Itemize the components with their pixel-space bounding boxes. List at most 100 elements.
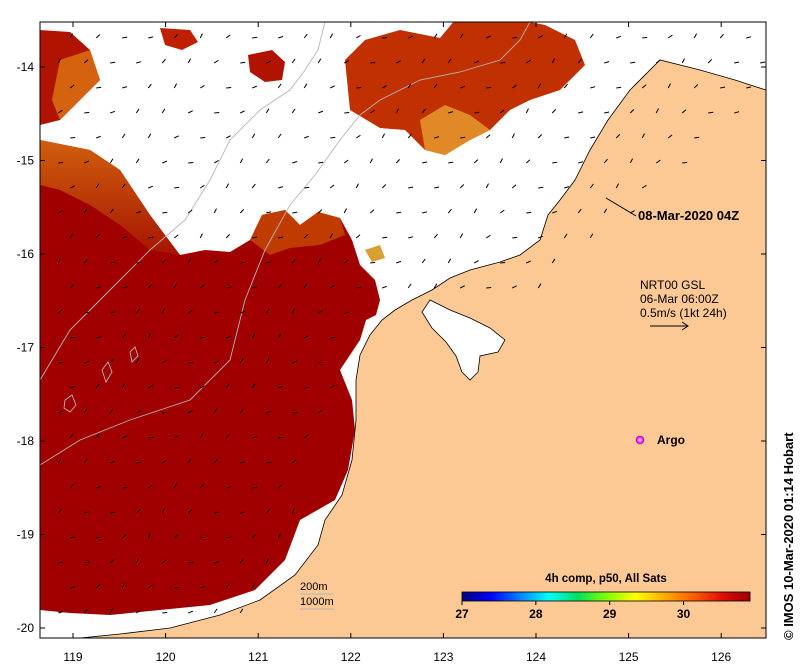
current-vector [200,586,206,589]
current-vector [511,184,517,189]
current-vector [57,58,61,64]
current-vector [552,161,558,164]
current-vector [174,387,180,389]
current-vector [369,109,375,114]
current-vector [200,336,206,339]
lon-tick-label: 122 [341,650,361,664]
current-vector [122,86,128,89]
current-vector [589,33,594,39]
colorbar-ticks: 27 28 29 30 [455,601,691,621]
current-vector [95,233,100,239]
current-vector [83,258,88,264]
current-vector [551,58,556,64]
current-vector [629,158,634,164]
current-vector [693,84,699,89]
current-vector [590,136,596,139]
current-vector [161,58,166,64]
colorbar-tick-label: 27 [455,607,469,621]
current-vector [251,333,256,339]
current-vector [317,58,322,64]
current-vector [526,211,532,214]
current-vector [421,58,426,64]
current-vector [616,86,622,89]
current-vector [266,211,272,214]
current-vector [58,611,64,614]
current-vector [57,109,63,114]
current-vector [551,109,557,114]
colorbar-tick-label: 28 [529,607,543,621]
current-vector [317,258,322,264]
current-vector [188,610,194,614]
current-vector [213,59,219,64]
current-vector [344,112,350,114]
current-vector [407,283,412,289]
current-vector [525,159,531,164]
current-vector [433,83,438,89]
current-vector [395,108,400,114]
current-vector [121,133,126,139]
current-vector [538,35,543,39]
current-vector [303,33,308,39]
current-vector [174,586,180,589]
current-vector [84,111,90,114]
current-vector [161,559,167,564]
current-vector [422,161,428,164]
current-vector [214,311,220,314]
lat-tick-label: -16 [17,247,35,261]
current-vector [343,208,347,214]
current-vector [251,583,256,589]
current-vector [83,208,88,214]
current-vector [486,287,492,289]
current-vector [317,409,323,414]
current-vector [252,286,258,289]
current-vector [187,258,191,264]
current-vector [122,486,128,489]
current-vector [369,209,375,214]
current-vector [329,33,334,39]
current-vector [225,34,231,39]
lat-tick-label: -14 [17,60,35,74]
current-vector [83,408,88,414]
current-vector [122,36,128,39]
current-vector [369,158,373,164]
current-vector [57,309,63,314]
current-vector [604,111,610,114]
current-vector [641,184,647,189]
current-vector [161,308,166,314]
argo-label: Argo [657,433,685,447]
current-vector [563,83,568,89]
current-vector [239,608,244,614]
current-vector [499,109,505,114]
current-vector [318,110,324,114]
current-vector [122,286,128,289]
current-vector [615,134,621,139]
current-vector [292,161,298,164]
current-vector [500,262,506,264]
current-vector [355,34,361,39]
sst-field-southwest [40,140,380,615]
current-vector [511,133,515,139]
current-vector [318,362,324,364]
current-vector [57,209,63,214]
current-vector [448,161,454,164]
current-vector [136,61,142,64]
current-vector [760,61,766,64]
current-vector [225,433,230,439]
current-vector [615,183,620,189]
current-vector [121,583,125,589]
current-vector [162,211,168,214]
current-vector [69,84,75,89]
current-vector [95,583,100,589]
current-vector [292,360,298,364]
sst-field-northwest-warm [52,50,100,120]
current-vector [396,60,401,64]
current-vector [421,258,426,264]
current-vector [214,360,220,364]
bathy-200m-contour [40,22,531,466]
current-vector [641,84,647,89]
current-vector [69,483,74,489]
current-time-label: 06-Mar 06:00Z [640,292,719,306]
current-vector [486,86,492,89]
current-vector [173,435,179,439]
current-vector [485,134,491,139]
